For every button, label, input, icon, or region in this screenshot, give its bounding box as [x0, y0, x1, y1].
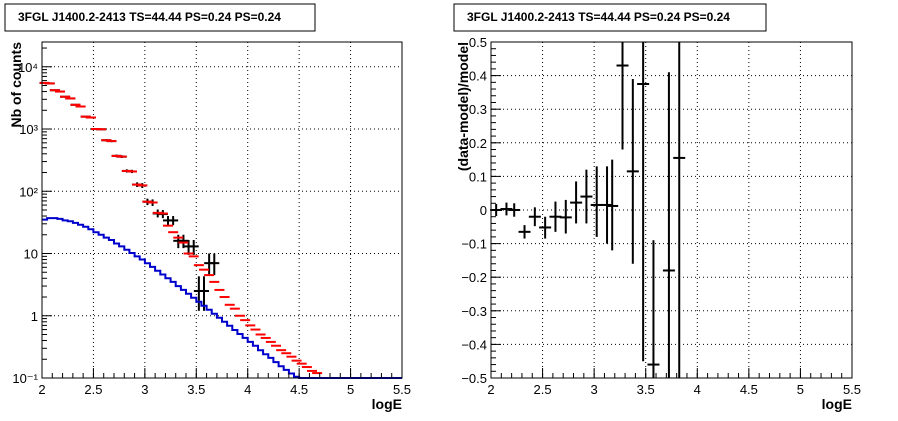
- r-point-series-13: [616, 42, 629, 150]
- l-point-data-32: [204, 253, 215, 276]
- right-grid: [491, 42, 852, 378]
- r-y-tick-label: 0: [480, 203, 487, 218]
- r-point-series-17: [662, 72, 675, 378]
- r-y-tick-label: 0.3: [469, 102, 487, 117]
- l-x-tick-label: 5.5: [393, 382, 411, 397]
- l-y-tick-label: 10⁻¹: [12, 371, 38, 386]
- r-x-tick-label: 3.5: [637, 382, 655, 397]
- r-y-tick-label: 0.5: [469, 35, 487, 50]
- r-point-series-7: [559, 199, 572, 234]
- right-y-axis-label: (data-model)/model: [455, 42, 471, 171]
- r-point-series-15: [637, 42, 650, 362]
- r-x-tick-label: 5.5: [843, 382, 861, 397]
- r-point-series-14: [626, 78, 639, 264]
- l-x-tick-label: 2: [38, 382, 45, 397]
- r-point-series-2: [508, 203, 521, 217]
- r-y-tick-label: −0.5: [461, 371, 487, 386]
- l-x-tick-label: 4.5: [290, 382, 308, 397]
- r-x-tick-label: 2.5: [534, 382, 552, 397]
- r-y-tick-label: 0.4: [469, 69, 487, 84]
- r-y-tick-label: −0.4: [461, 337, 487, 352]
- right-x-axis-label: logE: [822, 396, 852, 412]
- l-point-data-25: [168, 216, 179, 226]
- right-ticks: 2 2.5 3 3.5 4 4.5 5 5.5 −0.5 −0.4 −0.3 −0.2 −0.1 0 0.1…: [461, 35, 861, 397]
- r-x-tick-label: 5: [797, 382, 804, 397]
- left-x-axis-label: logE: [372, 396, 402, 412]
- left-title: 3FGL J1400.2-2413 TS=44.44 PS=0.24 PS=0.…: [18, 10, 281, 24]
- r-x-tick-label: 4.5: [740, 382, 758, 397]
- l-x-tick-label: 4: [244, 382, 251, 397]
- r-point-series-12: [606, 159, 619, 251]
- l-y-tick-label: 10: [24, 247, 38, 262]
- r-y-tick-label: −0.3: [461, 304, 487, 319]
- r-point-series-18: [673, 42, 686, 378]
- right-title-box: [453, 3, 767, 32]
- right-panel: 3FGL J1400.2-2413 TS=44.44 PS=0.24 PS=0.…: [453, 3, 861, 412]
- l-x-tick-label: 2.5: [84, 382, 102, 397]
- r-point-series-8: [570, 181, 583, 224]
- r-y-tick-label: 0.1: [469, 169, 487, 184]
- right-title: 3FGL J1400.2-2413 TS=44.44 PS=0.24 PS=0.…: [467, 10, 730, 24]
- l-point-data-27: [178, 234, 189, 249]
- left-plot-frame: [41, 41, 403, 379]
- l-x-tick-label: 3: [141, 382, 148, 397]
- r-point-series-6: [549, 201, 562, 232]
- left-ticks: 2 2.5 3 3.5 4 4.5 5 5.5 10⁻¹ 1 10 10² 10³ 10⁴: [12, 47, 411, 397]
- right-marks: [490, 42, 686, 378]
- r-point-series-10: [590, 166, 603, 237]
- l-x-tick-label: 5: [347, 382, 354, 397]
- l-y-tick-label: 10⁴: [18, 60, 38, 75]
- r-point-series-1: [500, 202, 513, 216]
- r-point-series-4: [528, 207, 541, 227]
- l-point-data-29: [188, 239, 199, 255]
- r-y-tick-label: −0.2: [461, 270, 487, 285]
- r-x-tick-label: 3: [591, 382, 598, 397]
- r-point-series-5: [539, 216, 552, 239]
- l-y-tick-label: 10³: [19, 122, 38, 137]
- r-point-series-3: [518, 225, 531, 239]
- l-y-tick-label: 1: [31, 309, 38, 324]
- left-y-axis-label: Nb of counts: [8, 42, 24, 128]
- l-y-tick-label: 10²: [19, 184, 38, 199]
- r-point-series-9: [580, 169, 593, 224]
- r-point-series-16: [647, 240, 660, 378]
- r-y-tick-label: 0.2: [469, 136, 487, 151]
- left-panel: 3FGL J1400.2-2413 TS=44.44 PS=0.24 PS=0.…: [4, 3, 411, 412]
- left-marks: [39, 81, 402, 379]
- left-title-box: [4, 3, 316, 32]
- l-x-tick-label: 3.5: [187, 382, 205, 397]
- l-histogram-source: [42, 217, 402, 379]
- r-x-tick-label: 4: [694, 382, 701, 397]
- r-x-tick-label: 2: [487, 382, 494, 397]
- l-point-data-33: [209, 253, 220, 276]
- r-point-series-11: [601, 166, 614, 244]
- r-y-tick-label: −0.1: [461, 237, 487, 252]
- left-grid: [42, 42, 402, 378]
